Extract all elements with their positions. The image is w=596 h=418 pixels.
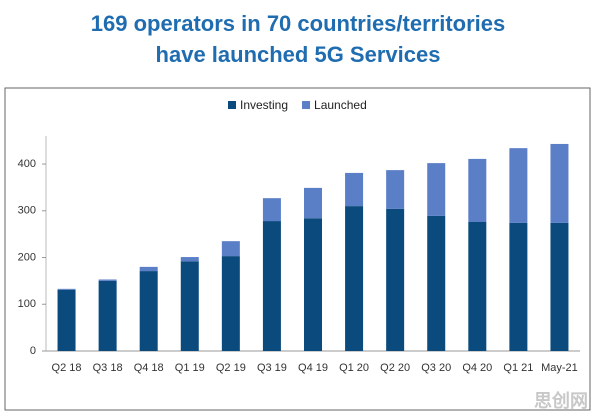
y-tick-label: 300 [18, 205, 36, 217]
x-tick-label: Q2 20 [380, 362, 410, 374]
x-tick-label: Q2 18 [52, 362, 82, 374]
bar-segment [550, 143, 569, 223]
x-tick-label: May-21 [541, 362, 578, 374]
bar-segment [57, 289, 76, 351]
x-tick-label: Q3 19 [257, 362, 287, 374]
bar-segment [98, 279, 117, 281]
bar-segment [304, 218, 322, 351]
x-tick-label: Q1 21 [503, 362, 533, 374]
legend-label: Investing [240, 98, 288, 112]
x-tick-label: Q1 19 [175, 362, 205, 374]
chart-frame [4, 87, 591, 411]
chart-title: have launched 5G Services [156, 42, 441, 67]
y-tick-label: 100 [18, 298, 36, 310]
bar-segment [180, 257, 199, 262]
x-tick-label: Q4 20 [462, 362, 492, 374]
bar-segment [345, 206, 364, 351]
legend-label: Launched [314, 98, 367, 112]
bar-segment [262, 221, 281, 351]
bar-segment [509, 148, 528, 223]
bar-segment [57, 288, 76, 290]
x-tick-label: Q2 19 [216, 362, 246, 374]
bar-segment [139, 271, 158, 351]
chart-title: 169 operators in 70 countries/territorie… [91, 11, 506, 36]
bar-segment [221, 241, 240, 257]
x-tick-label: Q4 19 [298, 362, 328, 374]
watermark: 思创网 [534, 390, 588, 411]
bar-segment [262, 198, 281, 222]
legend-swatch [228, 101, 236, 109]
bar-segment [468, 222, 487, 351]
y-tick-label: 0 [30, 345, 36, 357]
bar-segment [427, 163, 446, 216]
bar-segment [468, 158, 487, 222]
bar-segment [386, 170, 405, 209]
bar-segment [427, 215, 446, 351]
y-tick-label: 200 [18, 251, 36, 263]
bar-segment [345, 172, 364, 207]
x-tick-label: Q3 20 [421, 362, 451, 374]
x-tick-label: Q4 18 [134, 362, 164, 374]
bar-segment [139, 266, 158, 272]
bar-segment [180, 261, 199, 351]
x-tick-label: Q3 18 [93, 362, 123, 374]
bar-segment [221, 256, 240, 351]
bar-segment [98, 280, 117, 351]
x-tick-label: Q1 20 [339, 362, 369, 374]
y-tick-label: 400 [18, 158, 36, 170]
bar-segment [386, 208, 405, 351]
bar-segment [550, 222, 569, 351]
bar-segment [304, 187, 322, 219]
legend-swatch [302, 101, 311, 109]
bar-segment [509, 222, 528, 351]
